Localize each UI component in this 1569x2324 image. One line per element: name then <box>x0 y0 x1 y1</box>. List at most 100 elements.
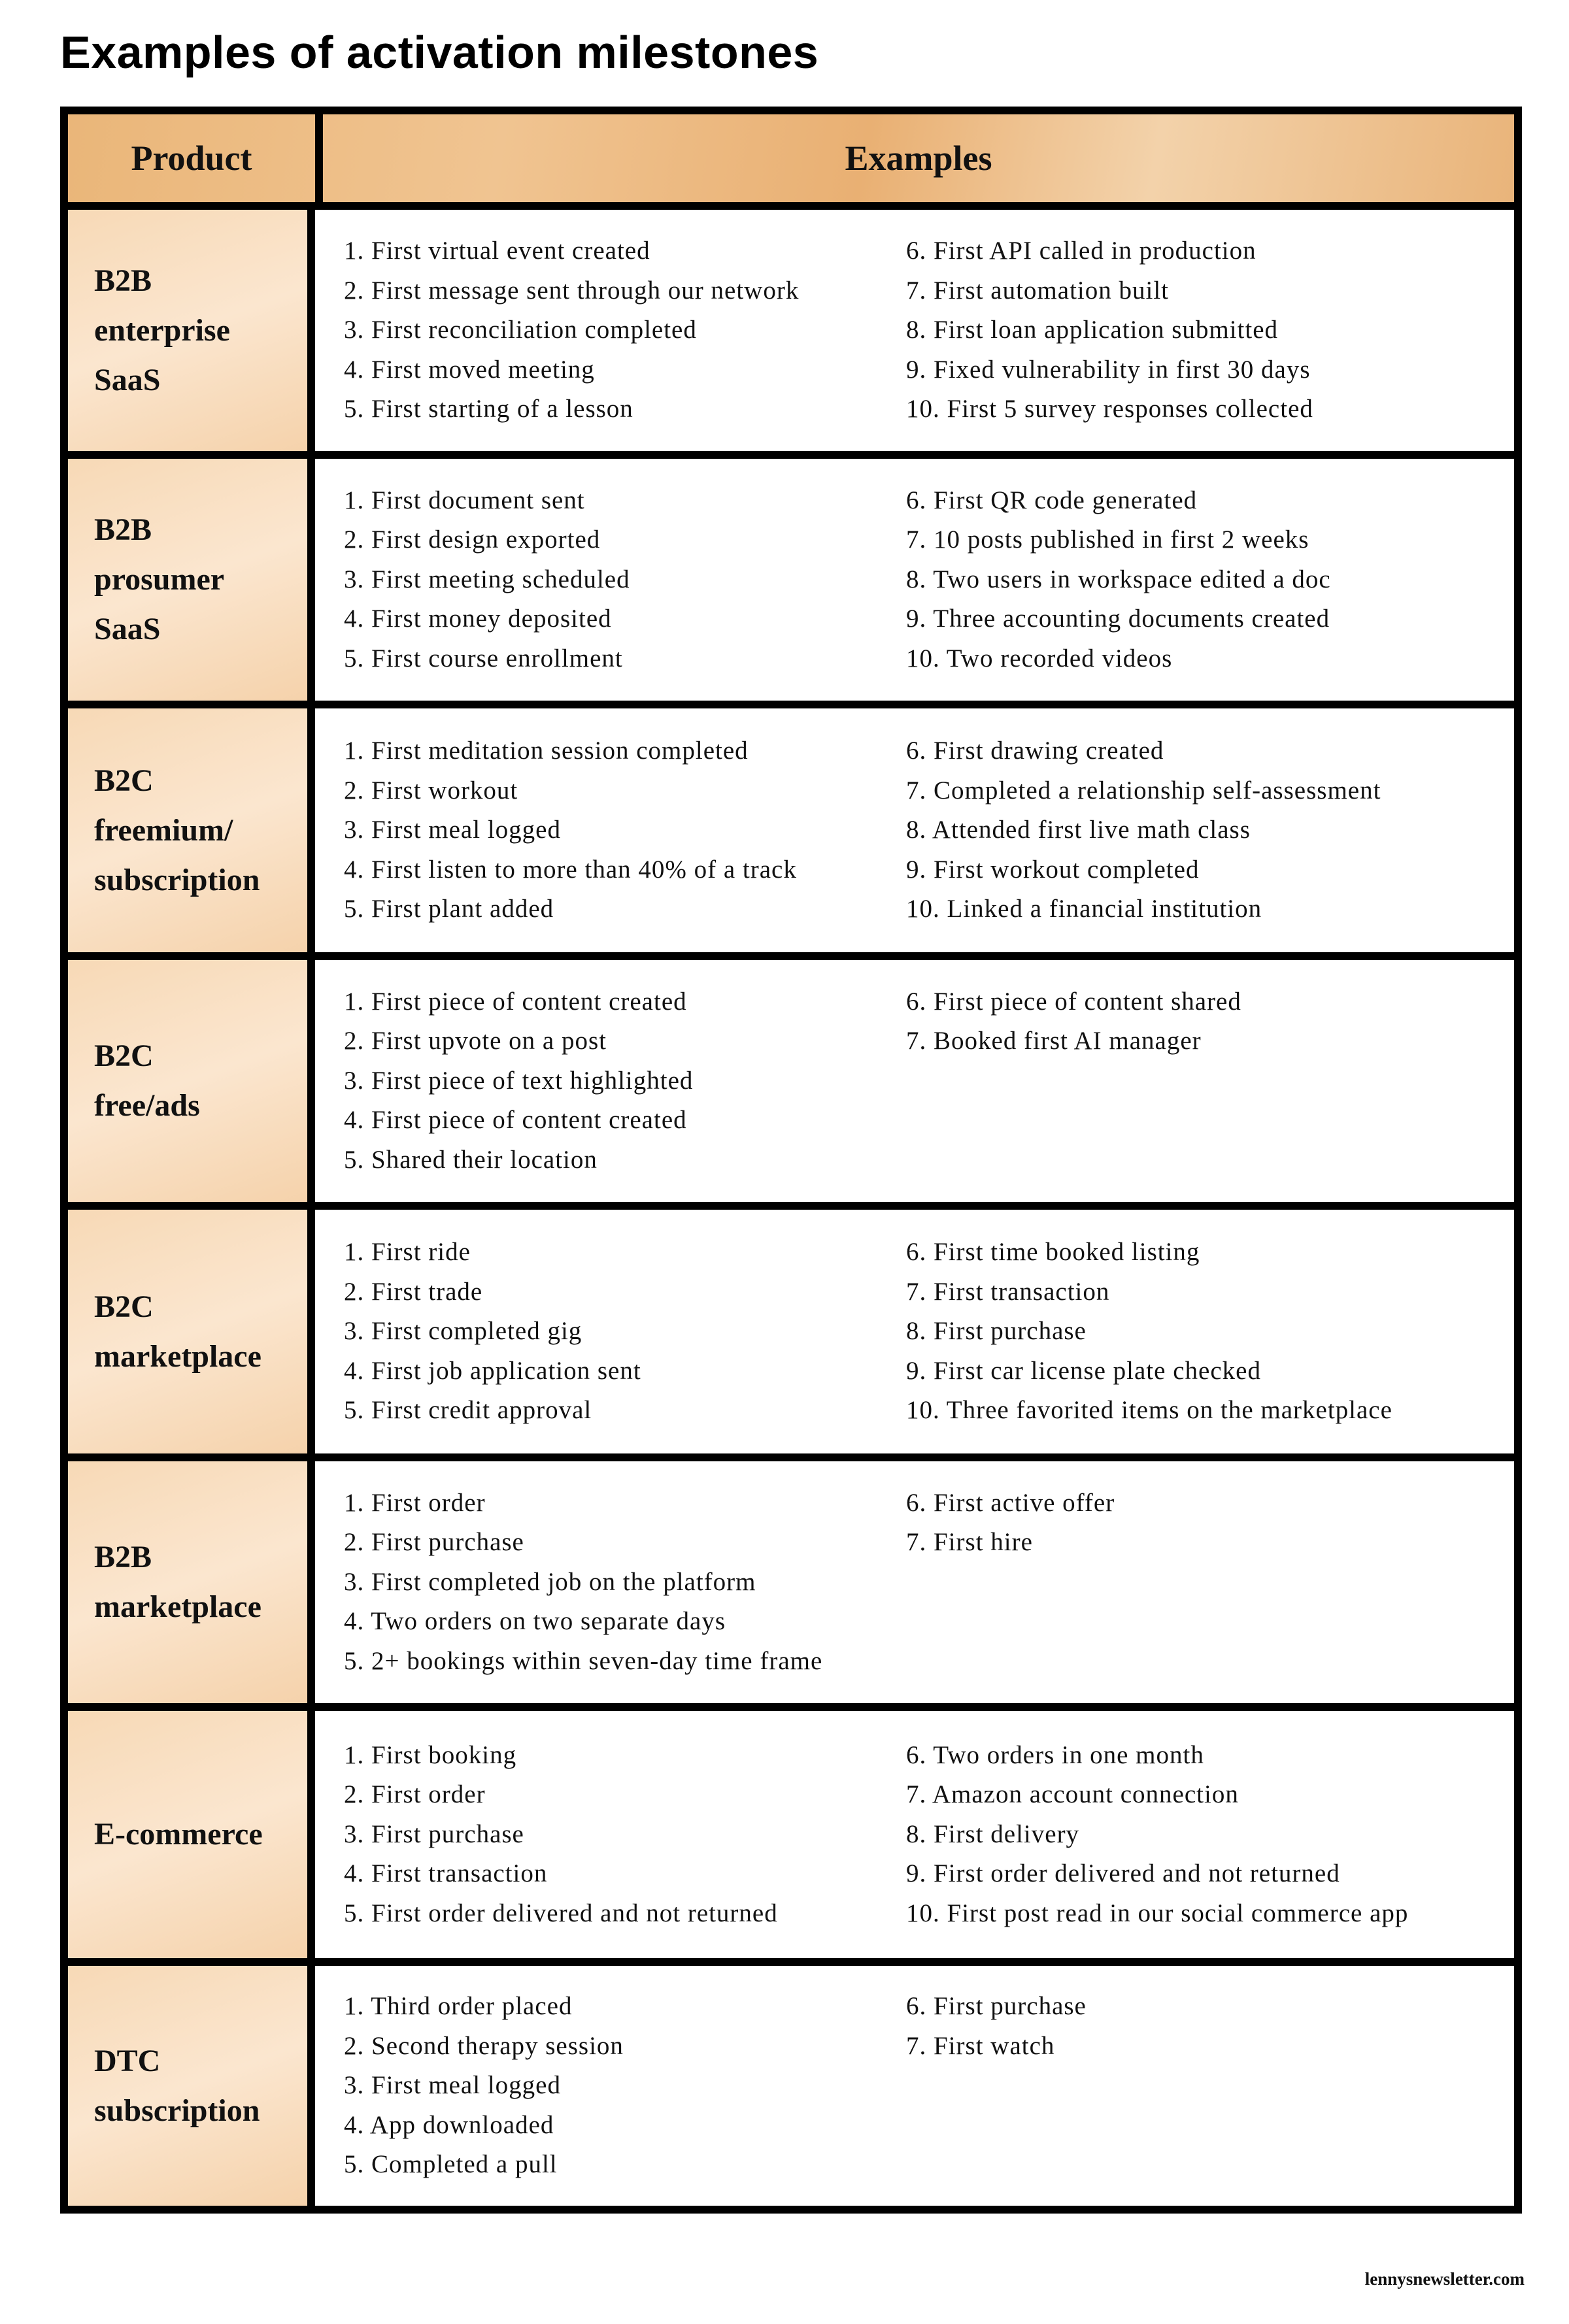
list-item: 5. First order delivered and not returne… <box>344 1899 778 1927</box>
examples-list-right: 6. First QR code generated 7. 10 posts pu… <box>906 481 1331 679</box>
examples-list-left: 1. First booking 2. First order 3. First p… <box>344 1736 906 1934</box>
list-item: 6. First drawing created <box>906 737 1164 765</box>
list-item: 6. First QR code generated <box>906 486 1198 514</box>
product-cell: E-commerce <box>68 1711 315 1958</box>
list-item: 9. Three accounting documents created <box>906 605 1330 633</box>
examples-list-right: 6. First time booked listing 7. First tra… <box>906 1233 1392 1431</box>
product-cell: B2B marketplace <box>68 1461 315 1703</box>
examples-list-right: 6. First active offer 7. First hire <box>906 1484 1115 1682</box>
list-item: 10. Two recorded videos <box>906 644 1173 672</box>
list-item: 7. Completed a relationship self-assessm… <box>906 776 1381 805</box>
list-item: 1. First piece of content created <box>344 987 687 1016</box>
product-label-line: prosumer <box>94 562 225 597</box>
list-item: 6. First piece of content shared <box>906 987 1241 1016</box>
list-item: 10. First 5 survey responses collected <box>906 395 1313 423</box>
table-body: B2B enterprise SaaS 1. First virtual event … <box>68 210 1514 2206</box>
list-item: 9. First workout completed <box>906 855 1200 884</box>
examples-list-right: 6. Two orders in one month 7. Amazon acco… <box>906 1736 1408 1934</box>
list-item: 1. Third order placed <box>344 1992 573 2021</box>
list-item: 5. Completed a pull <box>344 2150 558 2179</box>
product-label-line: DTC <box>94 2043 161 2078</box>
list-item: 5. First course enrollment <box>344 644 623 672</box>
list-item: 4. First job application sent <box>344 1356 641 1385</box>
list-item: 7. Amazon account connection <box>906 1780 1239 1809</box>
list-item: 8. Attended first live math class <box>906 816 1251 844</box>
list-item: 8. First loan application submitted <box>906 316 1279 344</box>
list-item: 3. First meal logged <box>344 816 561 844</box>
list-item: 7. First transaction <box>906 1277 1110 1306</box>
examples-list-right: 6. First purchase 7. First watch <box>906 1987 1087 2185</box>
examples-cell: 1. First meditation session completed 2. … <box>315 708 1514 952</box>
examples-list-right: 6. First piece of content shared 7. Booke… <box>906 982 1241 1180</box>
list-item: 4. First listen to more than 40% of a tr… <box>344 855 797 884</box>
header-product: Product <box>68 114 323 202</box>
table-row: B2C marketplace 1. First ride 2. First trad… <box>68 1210 1514 1461</box>
list-item: 3. First completed job on the platform <box>344 1567 756 1596</box>
list-item: 3. First purchase <box>344 1819 524 1848</box>
list-item: 4. First piece of content created <box>344 1106 687 1135</box>
examples-list-left: 1. Third order placed 2. Second therapy s… <box>344 1987 906 2185</box>
milestones-table: Product Examples B2B enterprise SaaS 1. Fir… <box>60 107 1522 2214</box>
product-cell: B2B prosumer SaaS <box>68 459 315 701</box>
product-label-line: B2B <box>94 263 152 298</box>
list-item: 5. 2+ bookings within seven-day time fra… <box>344 1646 823 1675</box>
examples-list-left: 1. First piece of content created 2. Firs… <box>344 982 906 1180</box>
list-item: 4. Two orders on two separate days <box>344 1607 726 1636</box>
list-item: 6. First time booked listing <box>906 1238 1200 1267</box>
examples-cell: 1. First piece of content created 2. Firs… <box>315 960 1514 1202</box>
examples-cell: 1. Third order placed 2. Second therapy s… <box>315 1966 1514 2206</box>
examples-cell: 1. First document sent 2. First design ex… <box>315 459 1514 701</box>
list-item: 4. First transaction <box>344 1859 548 1888</box>
product-label-line: free/ads <box>94 1088 200 1123</box>
examples-cell: 1. First booking 2. First order 3. First p… <box>315 1711 1514 1958</box>
product-label-line: marketplace <box>94 1338 262 1374</box>
list-item: 9. Fixed vulnerability in first 30 days <box>906 355 1311 384</box>
product-cell: B2C marketplace <box>68 1210 315 1453</box>
list-item: 2. First message sent through our networ… <box>344 276 800 305</box>
list-item: 1. First meditation session completed <box>344 737 749 765</box>
list-item: 2. First trade <box>344 1277 483 1306</box>
list-item: 9. First car license plate checked <box>906 1356 1261 1385</box>
examples-cell: 1. First virtual event created 2. First m… <box>315 210 1514 451</box>
product-label-line: E-commerce <box>94 1817 263 1851</box>
product-label-line: B2C <box>94 1289 154 1324</box>
list-item: 2. First purchase <box>344 1528 524 1557</box>
list-item: 1. First order <box>344 1488 486 1517</box>
list-item: 3. First completed gig <box>344 1317 582 1346</box>
list-item: 7. First watch <box>906 2031 1055 2060</box>
list-item: 10. Three favorited items on the marketp… <box>906 1396 1392 1425</box>
examples-list-left: 1. First document sent 2. First design ex… <box>344 481 906 679</box>
product-label-line: enterprise <box>94 312 230 348</box>
list-item: 3. First reconciliation completed <box>344 316 697 344</box>
list-item: 8. First delivery <box>906 1819 1080 1848</box>
list-item: 1. First ride <box>344 1238 471 1267</box>
examples-cell: 1. First ride 2. First trade 3. First comp… <box>315 1210 1514 1453</box>
product-cell: B2B enterprise SaaS <box>68 210 315 451</box>
list-item: 4. First moved meeting <box>344 355 595 384</box>
page-title: Examples of activation milestones <box>60 27 819 78</box>
list-item: 8. First purchase <box>906 1317 1087 1346</box>
list-item: 5. First plant added <box>344 895 554 923</box>
examples-list-left: 1. First order 2. First purchase 3. First … <box>344 1484 906 1682</box>
list-item: 5. First credit approval <box>344 1396 592 1425</box>
product-label-line: B2C <box>94 1038 154 1073</box>
examples-list-left: 1. First virtual event created 2. First m… <box>344 231 906 429</box>
header-examples: Examples <box>845 139 992 178</box>
list-item: 2. First order <box>344 1780 486 1809</box>
list-item: 1. First booking <box>344 1740 517 1769</box>
examples-list-right: 6. First API called in production 7. Firs… <box>906 231 1313 429</box>
examples-list-left: 1. First meditation session completed 2. … <box>344 731 906 929</box>
product-label-line: SaaS <box>94 362 161 397</box>
list-item: 4. App downloaded <box>344 2110 554 2139</box>
examples-cell: 1. First order 2. First purchase 3. First … <box>315 1461 1514 1703</box>
product-cell: B2C free/ads <box>68 960 315 1202</box>
list-item: 7. First hire <box>906 1528 1033 1557</box>
product-label-line: B2B <box>94 512 152 547</box>
list-item: 8. Two users in workspace edited a doc <box>906 565 1331 593</box>
table-row: B2B prosumer SaaS 1. First document sent 2. … <box>68 459 1514 708</box>
product-label-line: B2B <box>94 1540 152 1574</box>
list-item: 10. First post read in our social commer… <box>906 1899 1409 1927</box>
list-item: 2. First workout <box>344 776 518 805</box>
table-row: B2C free/ads 1. First piece of content cre… <box>68 960 1514 1210</box>
list-item: 10. Linked a financial institution <box>906 895 1262 923</box>
